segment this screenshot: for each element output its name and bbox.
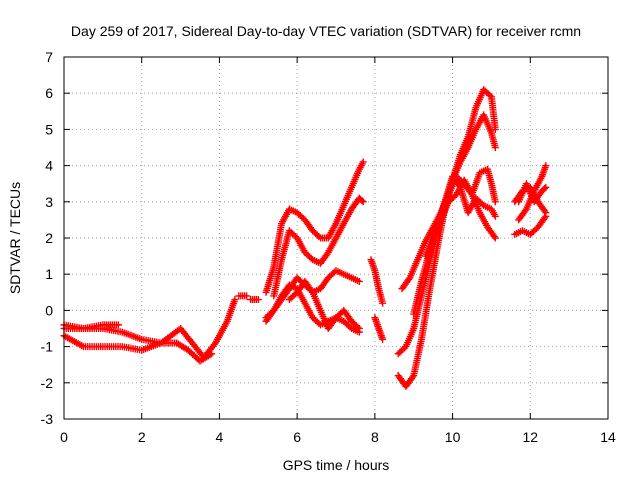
x-axis-label: GPS time / hours [283, 457, 390, 473]
data-point-marker [491, 144, 499, 151]
data-point-marker [491, 234, 499, 242]
series-track-e [247, 296, 262, 304]
data-point-marker [542, 183, 550, 191]
data-point-marker [491, 212, 499, 220]
series-track-d [235, 292, 251, 300]
data-point-marker [491, 198, 499, 206]
series-track-g [270, 194, 367, 300]
data-point-marker [355, 277, 363, 285]
data-point-marker [359, 158, 367, 166]
data-points [60, 86, 550, 390]
data-point-marker [542, 209, 550, 217]
data-point-marker [409, 373, 417, 381]
series-track-l [371, 314, 387, 343]
y-tick-label: 0 [45, 302, 53, 318]
series-track-r [511, 212, 550, 238]
x-tick-label: 8 [371, 429, 379, 445]
data-point-marker [231, 296, 239, 304]
x-tick-label: 12 [522, 429, 538, 445]
data-point-marker [542, 162, 550, 170]
series-track-t [515, 162, 550, 224]
x-tick-label: 14 [600, 429, 616, 445]
y-axis-ticks: -3 -2 -1 0 1 2 3 4 5 6 7 [41, 49, 608, 427]
y-tick-label: 7 [45, 49, 53, 65]
data-point-marker [541, 207, 549, 215]
data-point-marker [521, 207, 529, 215]
x-tick-label: 10 [445, 429, 461, 445]
chart-title: Day 259 of 2017, Sidereal Day-to-day VTE… [71, 23, 581, 39]
data-point-marker [243, 292, 251, 300]
y-tick-label: 2 [45, 230, 53, 246]
data-point-marker [379, 299, 387, 307]
data-point-marker [490, 232, 498, 240]
y-tick-label: -3 [41, 411, 54, 427]
data-point-marker [359, 198, 367, 206]
data-point-marker [254, 296, 262, 304]
series-track-n [394, 111, 499, 358]
x-tick-label: 0 [60, 429, 68, 445]
data-point-marker [208, 350, 216, 358]
y-tick-label: -2 [41, 375, 54, 391]
data-point-marker [308, 287, 316, 295]
y-tick-label: -1 [41, 339, 54, 355]
y-axis-label: SDTVAR / TECUs [7, 182, 23, 294]
data-point-marker [355, 325, 363, 332]
series-track-k [367, 256, 387, 307]
data-point-marker [354, 323, 362, 331]
x-tick-label: 2 [138, 429, 146, 445]
x-tick-label: 6 [293, 429, 301, 445]
y-tick-label: 1 [45, 266, 53, 282]
data-point-marker [486, 91, 494, 99]
y-tick-label: 6 [45, 85, 53, 101]
data-point-marker [541, 185, 549, 193]
series-track-u [515, 180, 550, 206]
series-track-f [262, 158, 367, 296]
data-point-marker [358, 197, 366, 205]
y-tick-label: 5 [45, 121, 53, 137]
series-track-c [60, 321, 122, 332]
data-point-marker [541, 214, 549, 222]
data-point-marker [114, 321, 122, 329]
y-tick-label: 4 [45, 158, 53, 174]
x-tick-label: 4 [216, 429, 224, 445]
series-track-j [285, 277, 363, 332]
data-point-marker [315, 233, 323, 241]
x-axis-ticks: 0 2 4 6 8 10 12 14 [60, 57, 616, 445]
series-track-b [60, 332, 216, 365]
data-point-marker [379, 335, 387, 343]
series-track-q [421, 176, 499, 260]
data-point-marker [405, 275, 413, 283]
y-tick-label: 3 [45, 194, 53, 210]
